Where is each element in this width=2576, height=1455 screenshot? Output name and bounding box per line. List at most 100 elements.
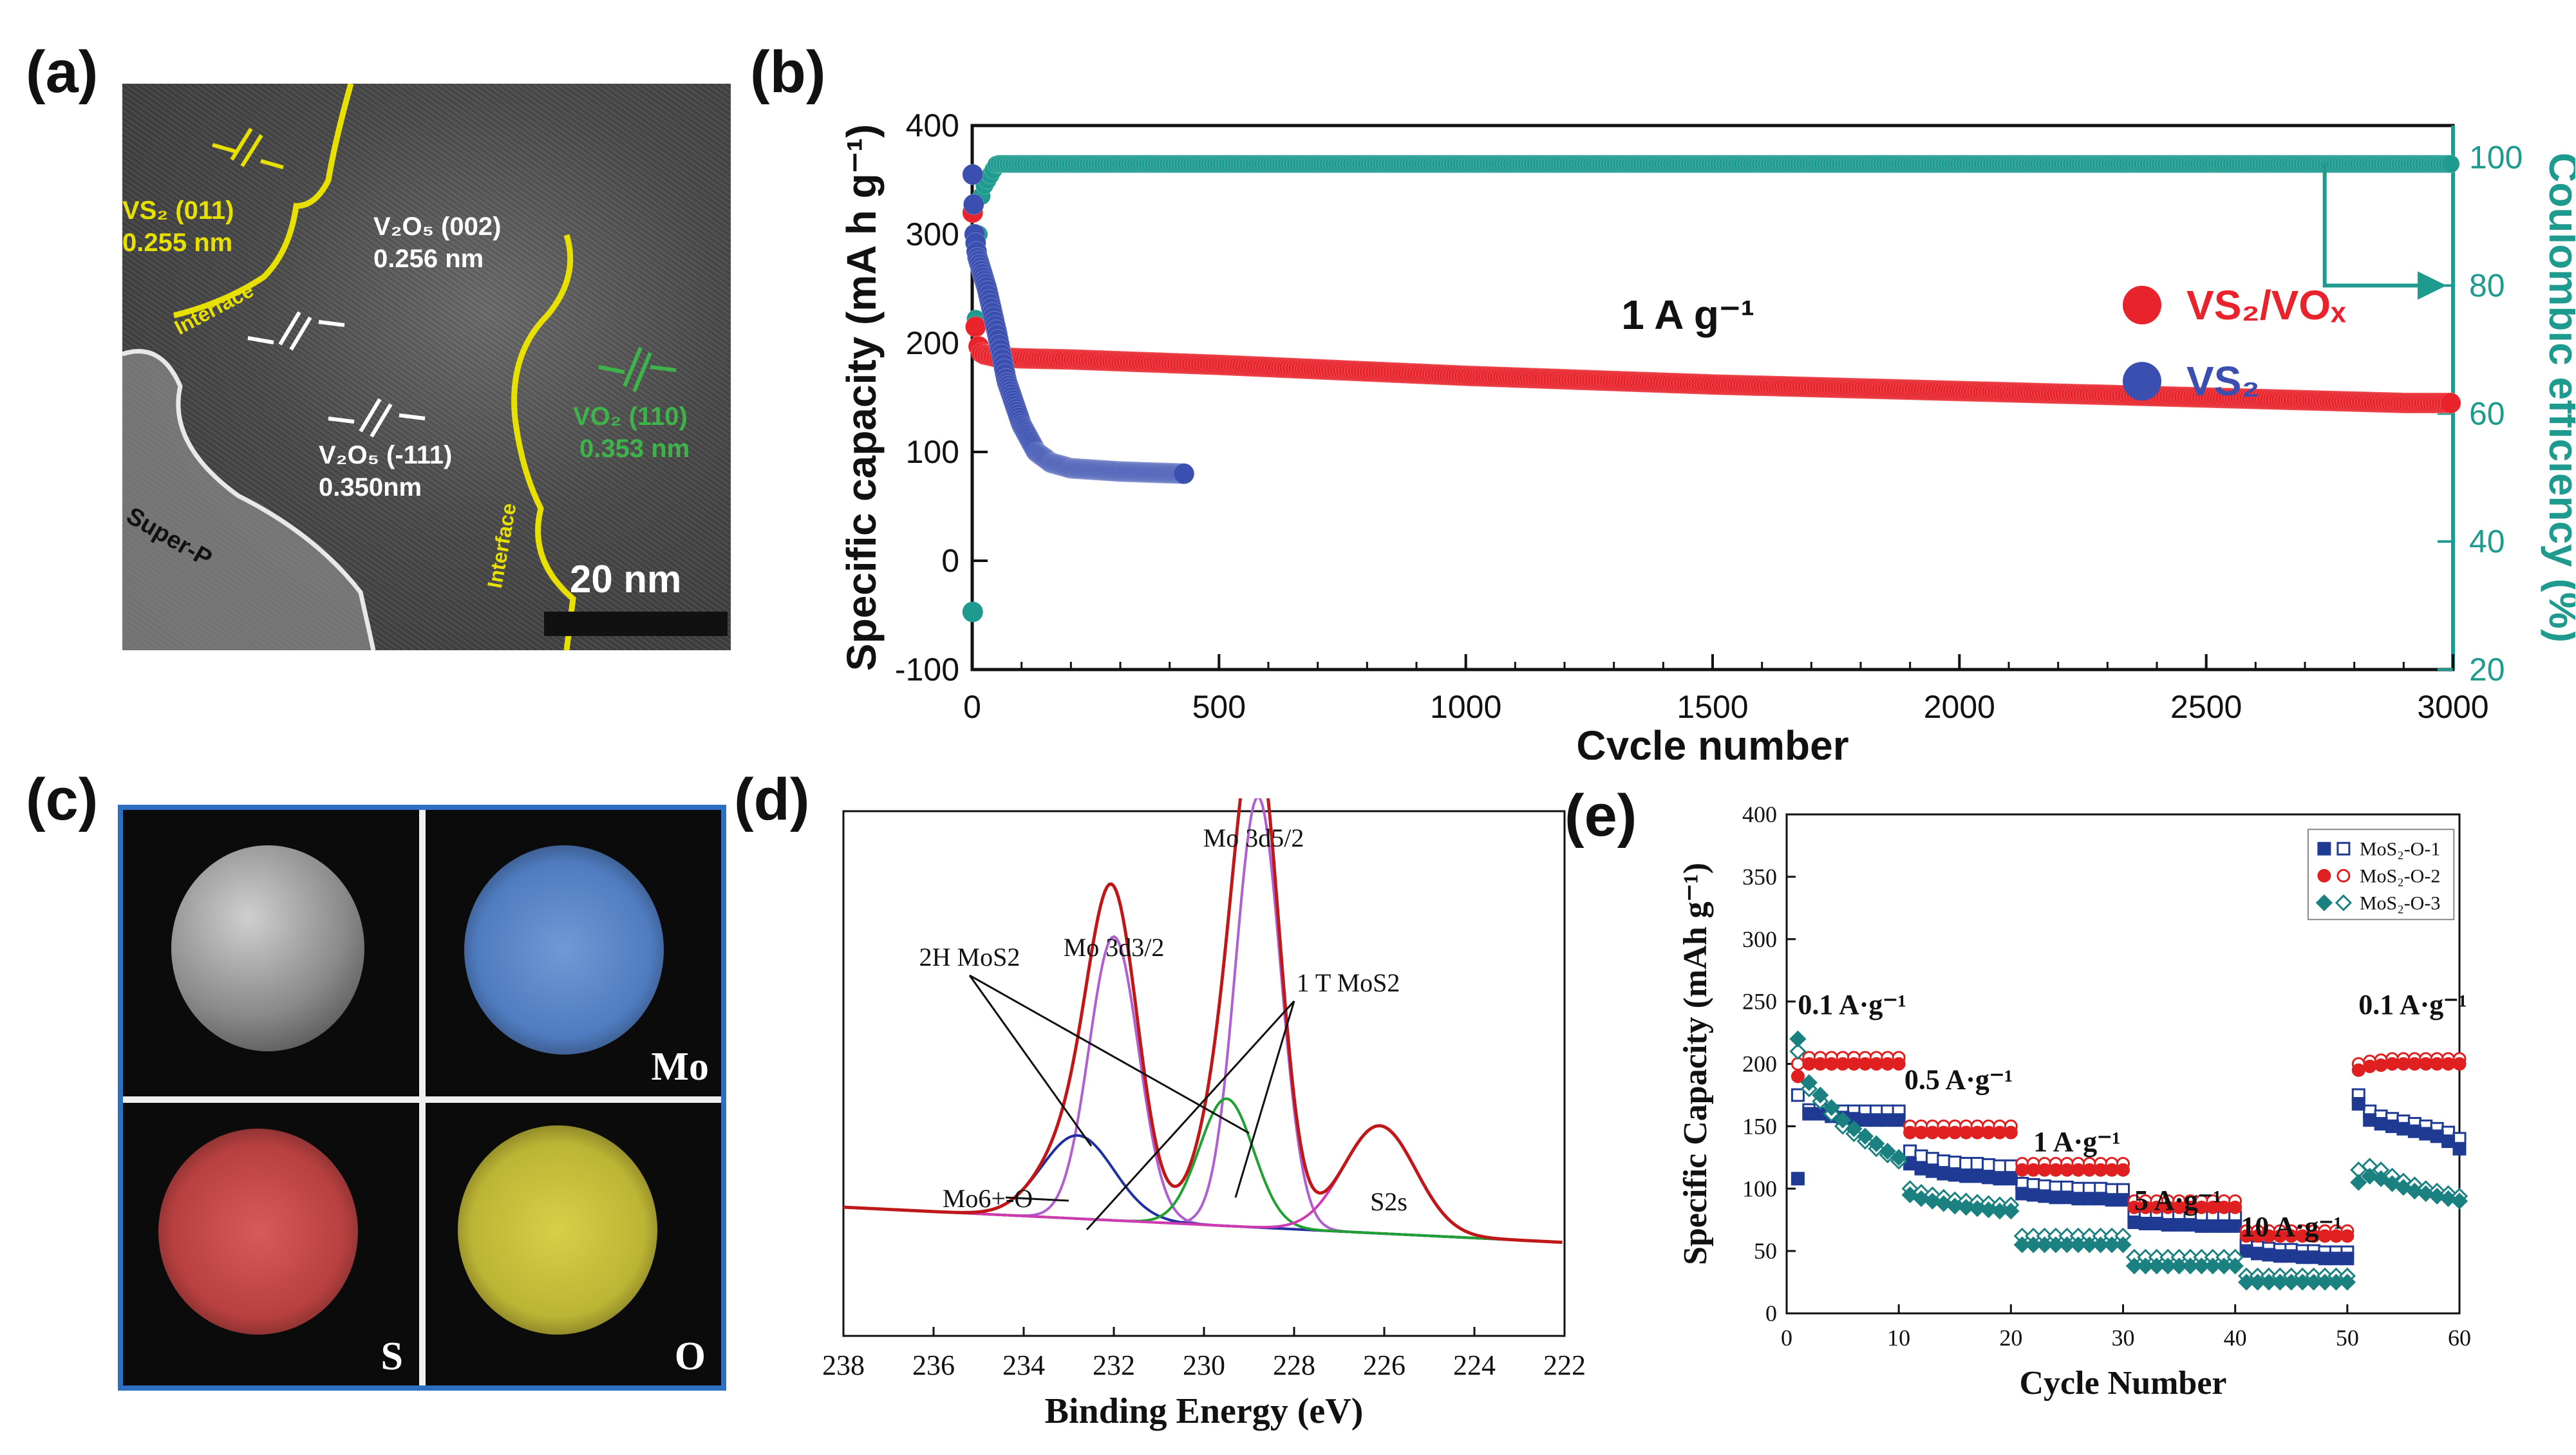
filled-point-e — [2406, 1183, 2423, 1200]
filled-point-e — [2239, 1244, 2253, 1258]
label-2h-d: 2H MoS2 — [919, 943, 1020, 972]
filled-point-e — [2116, 1163, 2130, 1177]
filled-point-e — [1914, 1125, 1928, 1140]
rate-label-e: 5 A·g⁻¹ — [2134, 1185, 2221, 1216]
legend-label-e: MoS₂-O-1 — [2360, 838, 2440, 859]
arrow-head-b — [2418, 271, 2447, 300]
filled-point-e — [1935, 1195, 1952, 1212]
filled-point-e — [1993, 1125, 2007, 1140]
filled-point-e — [2094, 1163, 2108, 1177]
series-e-0 — [1791, 1088, 2467, 1266]
filled-point-e — [2228, 1219, 2242, 1233]
y-axis-label-b: Specific capacity (mA h g⁻¹) — [838, 124, 885, 671]
y-axis-label-e: Specific Capacity (mAh g⁻¹) — [1677, 863, 1714, 1265]
filled-point-e — [1957, 1199, 1975, 1216]
filled-point-e — [2036, 1236, 2053, 1253]
y-tick-label-b: 400 — [906, 108, 959, 144]
chart-e-rate: 0 10 20 30 40 50 60 0 50 100 150 200 250 300 350 400 Cyc… — [1677, 802, 2471, 1402]
filled-point-e — [2170, 1257, 2188, 1275]
filled-point-e — [2038, 1163, 2052, 1177]
x-tick-label-b: 1500 — [1677, 689, 1748, 725]
y2-tick-label-b: 20 — [2469, 652, 2505, 688]
y-tick-label-e: 100 — [1742, 1176, 1777, 1201]
filled-point-e — [2161, 1217, 2175, 1232]
filled-point-e — [1991, 1203, 2009, 1220]
series-vs2-b-point — [1173, 463, 1195, 485]
series-ce-b-point — [2441, 155, 2460, 174]
eds-map-mo: Mo — [426, 810, 721, 1096]
filled-point-e — [2396, 1057, 2411, 1071]
legend-marker-b — [2123, 285, 2161, 324]
series-vs2vox-b — [962, 202, 2461, 414]
filled-point-e — [2316, 1273, 2334, 1291]
filled-point-e — [2284, 1249, 2299, 1263]
legend-label-b: VS₂/VOₓ — [2186, 282, 2346, 328]
filled-point-e — [2025, 1236, 2042, 1253]
filled-point-e — [2374, 1058, 2388, 1072]
open-point-e — [1959, 1157, 1973, 1170]
x-tick-label-e: 0 — [1781, 1325, 1792, 1351]
panel-label-d: (d) — [734, 767, 810, 832]
pointer-line-d — [968, 975, 1093, 1147]
x-tick-label-b: 0 — [963, 689, 981, 725]
filled-point-e — [2026, 1188, 2040, 1202]
y-tick-label-e: 250 — [1742, 989, 1777, 1015]
filled-point-e — [1813, 1057, 1827, 1071]
x-axis-label-e: Cycle Number — [2019, 1365, 2226, 1402]
vs2-plane-label: VS₂ (011) — [122, 196, 234, 225]
filled-point-e — [2060, 1163, 2074, 1177]
filled-point-e — [2429, 1187, 2446, 1205]
filled-point-e — [1924, 1192, 1941, 1210]
o-particle — [458, 1125, 657, 1335]
filled-point-e — [1970, 1125, 1984, 1140]
filled-point-e — [1802, 1057, 1816, 1071]
y-tick-label-e: 300 — [1742, 926, 1777, 952]
filled-point-e — [2363, 1059, 2377, 1073]
pointer-line-d — [1234, 1000, 1295, 1198]
x-axis-label-d: Binding Energy (eV) — [1045, 1391, 1364, 1431]
filled-point-e — [2318, 1252, 2332, 1266]
y2-tick-label-b: 60 — [2469, 395, 2505, 431]
legend-marker-open-e — [2335, 894, 2352, 912]
filled-point-e — [1970, 1169, 1984, 1183]
rate-label-e: 0.1 A·g⁻¹ — [1798, 989, 1906, 1020]
filled-point-e — [2004, 1172, 2018, 1186]
filled-point-e — [2081, 1236, 2098, 1253]
panel-label-a: (a) — [26, 39, 99, 105]
filled-point-e — [2450, 1192, 2468, 1210]
x-tick-label-b: 3000 — [2417, 689, 2488, 725]
filled-point-e — [2150, 1217, 2164, 1230]
filled-point-e — [2329, 1252, 2343, 1266]
filled-point-e — [2385, 1119, 2399, 1133]
plot-frame-d — [842, 810, 1566, 1337]
filled-point-e — [2430, 1057, 2444, 1071]
x-tick-label-e: 30 — [2112, 1325, 2135, 1351]
filled-point-e — [2441, 1134, 2456, 1149]
filled-point-e — [1789, 1030, 1807, 1047]
filled-point-e — [2116, 1193, 2130, 1207]
filled-point-e — [1834, 1111, 1852, 1129]
filled-point-e — [2228, 1200, 2242, 1214]
filled-point-e — [2215, 1257, 2233, 1275]
filled-point-e — [2172, 1217, 2186, 1232]
x-tick-label-d: 224 — [1453, 1349, 1496, 1381]
sem-particle — [171, 845, 364, 1051]
filled-point-e — [1903, 1125, 1917, 1140]
filled-point-e — [2047, 1236, 2065, 1253]
filled-point-e — [2262, 1248, 2276, 1262]
filled-point-e — [2226, 1257, 2244, 1275]
filled-point-e — [1823, 1099, 1840, 1116]
filled-point-e — [2361, 1167, 2378, 1185]
filled-point-e — [1959, 1125, 1973, 1140]
rate-label-e: 0.5 A·g⁻¹ — [1904, 1064, 2013, 1095]
filled-point-e — [2138, 1217, 2152, 1230]
filled-point-e — [1993, 1172, 2007, 1186]
filled-point-e — [1869, 1113, 1883, 1127]
filled-point-e — [2026, 1163, 2040, 1177]
filled-point-e — [2103, 1236, 2121, 1253]
open-point-e — [1982, 1158, 1995, 1172]
filled-point-e — [2193, 1257, 2210, 1275]
filled-point-e — [2137, 1257, 2154, 1275]
x-axis-label-b: Cycle number — [1576, 722, 1848, 760]
filled-point-e — [1912, 1190, 1930, 1207]
